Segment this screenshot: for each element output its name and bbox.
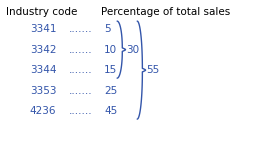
Text: .......: .......	[69, 65, 92, 75]
Text: 3344: 3344	[30, 65, 56, 75]
Text: 45: 45	[104, 106, 117, 116]
Text: 25: 25	[104, 86, 117, 96]
Text: 30: 30	[126, 45, 139, 55]
Text: 3342: 3342	[30, 45, 56, 55]
Text: 3353: 3353	[30, 86, 56, 96]
Text: .......: .......	[69, 24, 92, 34]
Text: .......: .......	[69, 45, 92, 55]
Text: 5: 5	[104, 24, 111, 34]
Text: .......: .......	[69, 106, 92, 116]
Text: 15: 15	[104, 65, 117, 75]
Text: 3341: 3341	[30, 24, 56, 34]
Text: Industry code: Industry code	[6, 7, 77, 17]
Text: 10: 10	[104, 45, 117, 55]
Text: Percentage of total sales: Percentage of total sales	[101, 7, 230, 17]
Text: 4236: 4236	[30, 106, 56, 116]
Text: .......: .......	[69, 86, 92, 96]
Text: 55: 55	[146, 65, 160, 75]
